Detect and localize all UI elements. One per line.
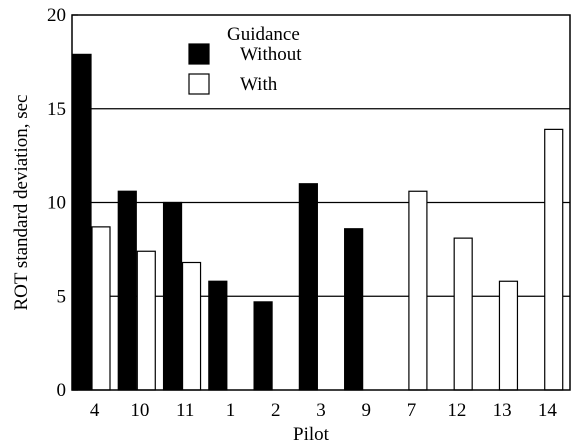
x-axis-ticks: 4 10 11 1 2 3 9 7 12 13 14	[90, 400, 557, 421]
bar-with-pilot-13	[498, 280, 519, 391]
y-tick-label: 10	[47, 193, 66, 214]
legend: Guidance Without With	[188, 24, 302, 95]
x-tick-label: 7	[407, 400, 417, 421]
bar-with-pilot-4	[91, 226, 111, 391]
y-axis-title: ROT standard deviation, sec	[11, 95, 32, 311]
x-tick-label: 11	[176, 400, 194, 421]
y-tick-label: 0	[57, 380, 67, 401]
bar-without-pilot-10	[117, 190, 137, 391]
bar-without-pilot-11	[162, 201, 183, 391]
bar-without-pilot-9	[344, 228, 364, 391]
bar-with-pilot-10	[136, 250, 156, 391]
x-tick-label: 12	[447, 400, 466, 421]
y-axis-ticks: 0 5 10 15 20	[47, 5, 78, 401]
x-tick-label: 10	[130, 400, 149, 421]
x-tick-label: 9	[362, 400, 372, 421]
bar-without-pilot-3	[298, 183, 318, 391]
x-tick-label: 4	[90, 400, 100, 421]
legend-label-with: With	[240, 74, 278, 95]
bar-without-pilot-2	[253, 301, 273, 391]
y-tick-label: 20	[47, 5, 66, 26]
y-tick-label: 5	[57, 286, 67, 307]
x-tick-label: 1	[226, 400, 236, 421]
x-tick-label: 14	[538, 400, 558, 421]
x-tick-label: 13	[493, 400, 512, 421]
x-axis-title: Pilot	[293, 424, 330, 443]
legend-swatch-with	[188, 73, 210, 95]
bars	[72, 53, 564, 391]
bar-with-pilot-7	[408, 190, 428, 391]
bar-with-pilot-11	[181, 261, 202, 391]
bar-with-pilot-14	[544, 128, 564, 391]
bar-without-pilot-1	[208, 280, 228, 391]
x-tick-label: 3	[316, 400, 326, 421]
legend-title: Guidance	[227, 24, 300, 45]
bar-without-pilot-4	[72, 53, 92, 391]
legend-swatch-without	[188, 43, 210, 65]
legend-label-without: Without	[240, 44, 302, 65]
x-tick-label: 2	[271, 400, 281, 421]
y-tick-label: 15	[47, 99, 66, 120]
bar-with-pilot-12	[453, 237, 473, 391]
